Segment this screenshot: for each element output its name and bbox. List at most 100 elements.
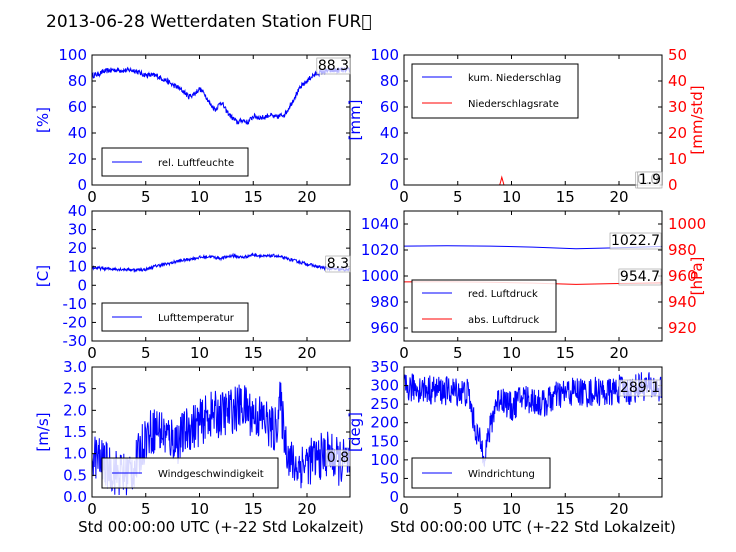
y-tick-label: -30 (63, 332, 88, 350)
y-tick-label: 40 (380, 124, 399, 142)
x-tick-label: 15 (556, 344, 575, 362)
y-tick-label: 3.0 (63, 358, 87, 376)
annotation-box (325, 255, 351, 273)
x-tick-label: 15 (244, 344, 263, 362)
y-tick-label: 980 (370, 293, 399, 311)
plot-frame (91, 54, 351, 186)
legend-label: abs. Luftdruck (468, 315, 539, 326)
y-tick-label: 100 (370, 46, 399, 64)
value-annotation: 954.7 (620, 269, 660, 285)
y-tick-label: 80 (380, 72, 399, 90)
x-tick-label: 5 (141, 344, 151, 362)
legend-label: kum. Niederschlag (468, 73, 561, 84)
y-axis-label: [mm] (346, 100, 364, 141)
legend-label: rel. Luftfeuchte (158, 158, 234, 169)
panel-humidity: 0 5 10 15 20 0 20 40 60 80 100 [%] rel. Luftfeuchte 8… (34, 46, 351, 206)
y-tick-label: 40 (68, 202, 87, 220)
y-tick-label: 1000 (361, 267, 399, 285)
y2-axis-label: [hPa] (688, 257, 706, 296)
y-tick-label: 0.0 (63, 488, 87, 506)
annotation-box (618, 379, 662, 397)
x-tick-label: 20 (297, 500, 316, 518)
y2-tick-label: 1000 (668, 215, 706, 233)
y-tick-label: 1.0 (63, 445, 87, 463)
x-tick-label: 10 (502, 500, 521, 518)
x-tick-label: 10 (190, 188, 209, 206)
panel-wind_direction: 0 5 10 15 20050100150200250300350[deg]Windri… (346, 358, 663, 518)
x-tick-label: 10 (502, 344, 521, 362)
x-axis-label-left: Std 00:00:00 UTC (+-22 Std Lokalzeit) (78, 518, 364, 536)
y2-tick-label: 10 (668, 150, 687, 168)
series-line-temperature-0 (92, 252, 350, 273)
series-line-wind_direction-0 (404, 372, 662, 468)
x-tick-label: 0 (87, 188, 97, 206)
y-tick-label: 1.5 (63, 423, 87, 441)
y-tick-label: 30 (68, 221, 87, 239)
value-annotation: 0.8 (327, 450, 349, 466)
x-tick-label: 0 (399, 500, 409, 518)
plot-frame (91, 210, 351, 342)
y-tick-label: 100 (58, 46, 87, 64)
y-tick-label: 20 (68, 239, 87, 257)
y-tick-label: 0 (77, 176, 87, 194)
y-axis-label: [%] (34, 107, 52, 133)
x-tick-label: 20 (609, 188, 628, 206)
series-line-precipitation-1 (404, 175, 662, 185)
annotation-box (618, 268, 662, 286)
x-tick-label: 5 (141, 500, 151, 518)
legend-label: Lufttemperatur (158, 313, 235, 324)
legend-box (411, 63, 579, 119)
y2-tick-label: 940 (668, 293, 697, 311)
y-tick-label: 80 (68, 72, 87, 90)
y-tick-label: 1020 (361, 241, 399, 259)
y-tick-label: 100 (370, 451, 399, 469)
x-tick-label: 15 (556, 188, 575, 206)
x-tick-label: 0 (399, 344, 409, 362)
y-tick-label: 1040 (361, 215, 399, 233)
x-tick-label: 10 (190, 500, 209, 518)
x-tick-label: 5 (453, 188, 463, 206)
x-tick-label: 5 (453, 344, 463, 362)
y-tick-label: 0 (389, 488, 399, 506)
y-tick-label: 2.0 (63, 401, 87, 419)
x-tick-label: 20 (297, 188, 316, 206)
y2-tick-label: 960 (668, 267, 697, 285)
series-line-humidity-0 (92, 66, 350, 125)
y2-tick-label: 0 (668, 176, 678, 194)
value-annotation: 289.1 (620, 380, 660, 396)
y2-tick-label: 20 (668, 124, 687, 142)
y-tick-label: 0.5 (63, 466, 87, 484)
y-tick-label: 50 (380, 469, 399, 487)
y-tick-label: 20 (68, 150, 87, 168)
value-annotation: 8.3 (327, 256, 349, 272)
y2-tick-label: 50 (668, 46, 687, 64)
y-tick-label: 0 (77, 276, 87, 294)
legend-label: red. Luftdruck (468, 289, 538, 300)
annotation-box (316, 57, 351, 75)
panel-wind_speed: 0 5 10 15 20 0.0 0.5 1.0 1.5 2.0 2.5 3.0 [m/s] Windge… (34, 358, 351, 518)
y-tick-label: 200 (370, 414, 399, 432)
panel-precipitation: 0 5 10 15 20 0 20 40 60 80 100 0 10 20 30 40 50 [mm/std] [… (346, 46, 706, 206)
y2-axis-label: [mm/std] (688, 85, 706, 154)
y-tick-label: 300 (370, 377, 399, 395)
x-tick-label: 15 (244, 188, 263, 206)
legend-label: Windrichtung (468, 469, 535, 480)
x-tick-label: 10 (190, 344, 209, 362)
chart-title: 2013-06-28 Wetterdaten Station FUR  (46, 12, 372, 32)
annotation-box (325, 449, 351, 467)
value-annotation: 1.9 (639, 172, 661, 188)
y-tick-label: 250 (370, 395, 399, 413)
y-tick-label: 10 (68, 258, 87, 276)
x-tick-label: 10 (502, 188, 521, 206)
panel-temperature: 0 5 10 15 20-30-20-10010203040[C]Lufttempera… (34, 202, 351, 362)
y-tick-label: 350 (370, 358, 399, 376)
panel-pressure: 0 5 10 15 20 960 980 1000 1020 1040 920 940 960 980 10… (361, 210, 706, 362)
legend-box (411, 279, 557, 333)
annotation-box (609, 232, 662, 250)
x-axis-label-right: Std 00:00:00 UTC (+-22 Std Lokalzeit) (390, 518, 676, 536)
value-annotation: 88.3 (318, 58, 349, 74)
x-tick-label: 15 (244, 500, 263, 518)
y-tick-label: 960 (370, 319, 399, 337)
value-annotation: 1022.7 (611, 233, 660, 249)
